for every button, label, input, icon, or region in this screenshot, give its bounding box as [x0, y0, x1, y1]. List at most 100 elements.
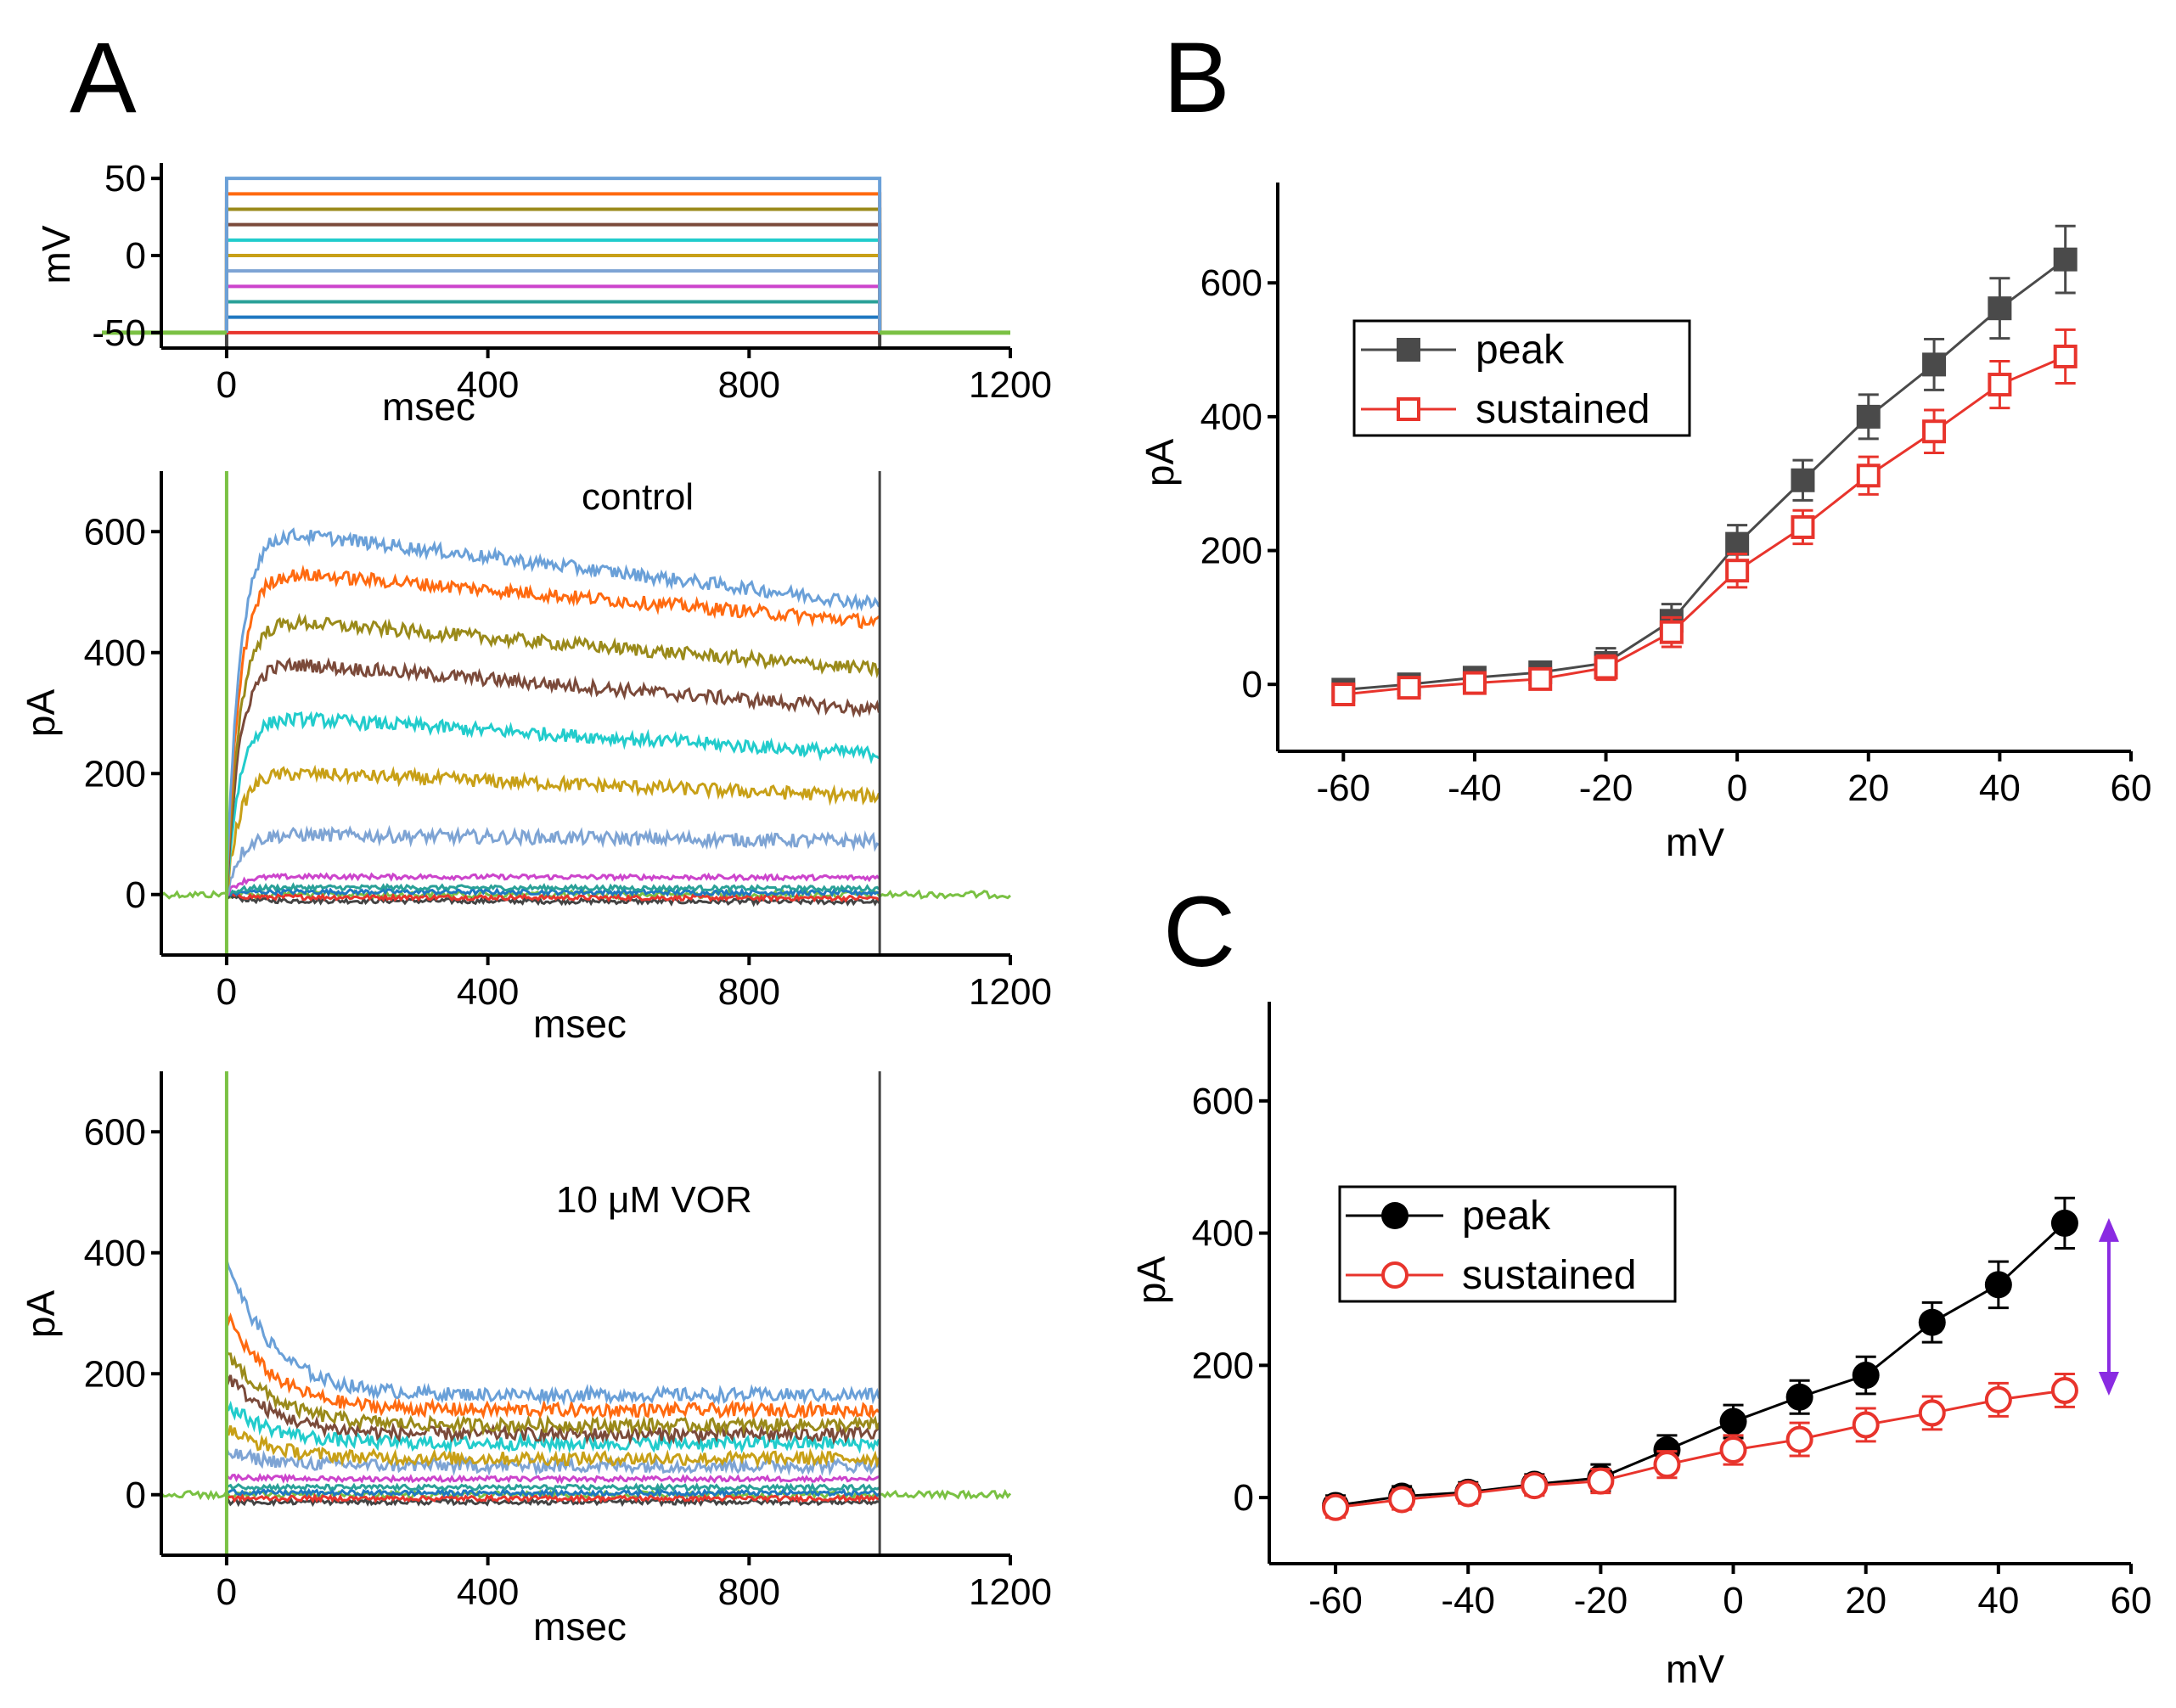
y-axis-label: pA — [19, 1290, 63, 1339]
annotation-vor: 10 μM VOR — [556, 1179, 752, 1221]
y-tick-label: 0 — [1234, 1477, 1254, 1519]
legend-label-peak: peak — [1462, 1194, 1551, 1239]
legend: peak sustained — [1352, 319, 1691, 437]
y-tick-label: 400 — [1200, 396, 1262, 438]
ticks: 0 400 800 1200 0 200 400 600 — [84, 511, 1052, 1013]
arrow-head-down — [2098, 1371, 2119, 1396]
data-point-peak — [1785, 1383, 1813, 1411]
x-axis-label: mV — [1666, 820, 1724, 864]
data-point-sustained — [1528, 666, 1553, 691]
vor-current-traces-plot: 0 400 800 1200 0 200 400 600 10 μM VOR msec pA — [19, 1071, 1052, 1649]
current-trace — [225, 1312, 880, 1421]
voltage-step-trace — [224, 177, 882, 333]
data-point-peak — [1852, 1362, 1880, 1390]
y-tick-label: 400 — [84, 1233, 146, 1274]
voltage-step-trace — [224, 315, 882, 333]
current-trace — [225, 1492, 880, 1504]
y-tick-label: 0 — [1242, 664, 1262, 705]
x-tick-label: 40 — [1977, 1580, 2019, 1621]
current-trace — [225, 1374, 880, 1446]
y-tick-label: 400 — [1192, 1213, 1254, 1255]
data-point-sustained — [1594, 655, 1618, 680]
data-point-sustained — [1397, 676, 1421, 700]
current-trace — [225, 1259, 880, 1407]
data-point-sustained — [1462, 671, 1487, 695]
current-trace — [225, 527, 880, 894]
current-trace — [225, 565, 880, 899]
y-tick-label: 50 — [104, 158, 146, 199]
x-tick-label: -40 — [1441, 1580, 1495, 1621]
voltage-step-trace — [224, 192, 882, 333]
x-tick-label: -20 — [1579, 767, 1633, 809]
x-tick-label: 400 — [457, 364, 519, 406]
current-trace — [226, 1425, 880, 1469]
data-point-sustained — [1922, 419, 1947, 444]
current-trace — [225, 764, 880, 891]
y-tick-label: 600 — [84, 511, 146, 553]
y-tick-label: 600 — [84, 1111, 146, 1153]
y-axis-label: pA — [1138, 439, 1182, 487]
current-traces — [160, 471, 1011, 955]
x-tick-label: 60 — [2111, 767, 2152, 809]
data-point-peak — [1856, 404, 1881, 429]
data-point-sustained — [1988, 373, 2012, 397]
current-trace — [225, 1496, 880, 1508]
x-axis-label: msec — [533, 1002, 627, 1046]
data-point-sustained — [1785, 1425, 1813, 1453]
x-axis-label: msec — [533, 1604, 627, 1649]
current-trace — [225, 711, 880, 894]
iv-series — [1322, 1196, 2119, 1521]
y-tick-label: 400 — [84, 632, 146, 674]
voltage-step-trace — [224, 332, 882, 350]
data-point-sustained — [1322, 1493, 1350, 1521]
x-tick-label: 60 — [2111, 1580, 2152, 1621]
y-tick-label: 200 — [1192, 1345, 1254, 1386]
annotation-control: control — [582, 476, 694, 518]
legend-marker-peak — [1397, 338, 1420, 362]
data-point-peak — [1918, 1308, 1946, 1336]
data-point-peak — [1988, 296, 2012, 321]
legend-marker-sustained — [1397, 397, 1420, 421]
panel-letter-c: C — [1163, 876, 1235, 988]
data-point-sustained — [1659, 620, 1684, 644]
current-trace — [225, 612, 880, 890]
data-point-sustained — [1856, 464, 1881, 488]
legend-marker-sustained — [1381, 1261, 1408, 1289]
x-tick-label: 20 — [1847, 767, 1889, 809]
x-tick-label: 800 — [718, 1571, 780, 1613]
legend-label-peak: peak — [1476, 328, 1565, 373]
legend-marker-peak — [1381, 1202, 1408, 1229]
legend-label-sustained: sustained — [1462, 1253, 1636, 1298]
x-tick-label: 20 — [1845, 1580, 1886, 1621]
y-tick-label: 0 — [126, 874, 146, 916]
panel-letter-b: B — [1163, 22, 1230, 134]
data-point-sustained — [1454, 1480, 1482, 1508]
voltage-step-trace — [224, 284, 882, 333]
x-tick-label: 0 — [1723, 1580, 1743, 1621]
data-point-peak — [1791, 468, 1815, 492]
data-point-sustained — [1388, 1486, 1416, 1514]
data-point-sustained — [1918, 1399, 1946, 1427]
data-point-sustained — [1521, 1472, 1549, 1500]
y-tick-label: 200 — [84, 1353, 146, 1395]
current-trace — [225, 872, 880, 898]
data-point-sustained — [2050, 1376, 2078, 1404]
data-point-peak — [1984, 1271, 2012, 1299]
current-trace — [226, 891, 880, 903]
ticks: 0 400 800 1200 0 200 400 600 — [84, 1111, 1052, 1613]
x-tick-label: -20 — [1574, 1580, 1628, 1621]
y-axis-label: pA — [19, 689, 63, 738]
iv-series — [1331, 224, 2078, 706]
x-tick-label: 400 — [457, 971, 519, 1013]
legend: peak sustained — [1338, 1185, 1677, 1303]
legend-label-sustained: sustained — [1476, 387, 1650, 432]
y-tick-label: 600 — [1192, 1081, 1254, 1122]
data-point-sustained — [1791, 514, 1815, 539]
voltage-protocol-plot: 0 400 800 1200 50 0 -50 msec mV — [34, 158, 1052, 429]
current-trace — [225, 1351, 880, 1437]
data-point-sustained — [1725, 559, 1750, 583]
